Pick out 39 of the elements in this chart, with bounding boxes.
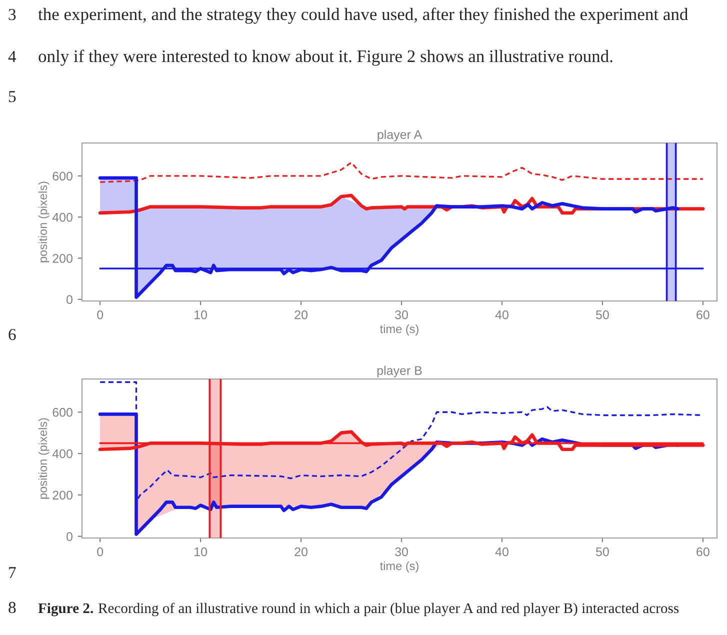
line-series <box>99 162 704 183</box>
text: 8 <box>8 602 16 614</box>
y-tick-label: 400 <box>52 449 72 458</box>
text: 6 <box>8 328 16 340</box>
y-tick-label: 200 <box>52 254 72 263</box>
text: the experiment, and the strategy they could have used, after they finished the experiment and <box>38 8 688 24</box>
x-tick-label: 0 <box>97 547 104 556</box>
x-tick-label: 50 <box>596 310 609 320</box>
x-tick-label: 0 <box>97 310 104 320</box>
x-tick-label: 30 <box>395 547 408 556</box>
x-axis-title: time (s) <box>380 324 418 336</box>
y-axis-title: position (pixels) <box>38 182 50 262</box>
y-tick-label: 400 <box>52 212 72 222</box>
caption: Figure 2. <box>38 602 93 616</box>
x-tick-label: 20 <box>294 310 308 320</box>
x-axis-title: time (s) <box>380 561 418 572</box>
x-tick-label: 40 <box>495 310 508 320</box>
x-tick-label: 50 <box>596 547 609 556</box>
text: 3 <box>8 8 16 20</box>
y-axis-title: position (pixels) <box>38 418 50 499</box>
chart-title: player B <box>377 366 422 378</box>
y-tick-label: 0 <box>66 532 72 541</box>
text: 5 <box>8 91 16 102</box>
y-tick-label: 200 <box>52 490 72 500</box>
x-tick-label: 40 <box>495 547 508 556</box>
x-tick-label: 10 <box>194 547 208 556</box>
text: Recording of an illustrative round in which a pair (blue player A and red player B) interacted across <box>98 602 679 616</box>
y-tick-label: 600 <box>52 172 72 181</box>
text: 7 <box>9 567 16 578</box>
y-tick-label: 0 <box>66 295 72 304</box>
y-tick-label: 600 <box>52 408 72 417</box>
text: 4 <box>8 51 16 62</box>
chart-title: player A <box>378 130 422 142</box>
x-tick-label: 30 <box>395 310 408 320</box>
text: only if they were interested to know about it. Figure 2 shows an illustrative round. <box>38 50 612 66</box>
x-tick-label: 60 <box>696 310 710 320</box>
x-tick-label: 20 <box>294 547 308 556</box>
x-tick-label: 60 <box>696 547 710 556</box>
x-tick-label: 10 <box>194 310 208 320</box>
